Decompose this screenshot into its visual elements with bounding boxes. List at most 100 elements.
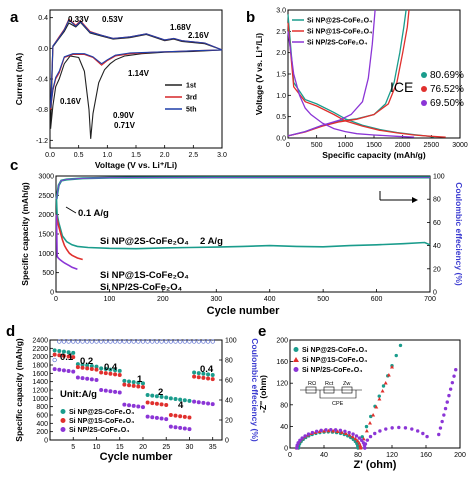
panel-d-ce-point	[145, 339, 150, 344]
panel-d-point-Si NP@2S-CoFe₂O₄	[206, 372, 211, 377]
panel-e-point-Si NP/2S-CoFe₂O₄	[319, 428, 323, 433]
panel-e-legend-label: Si NP@2S-CoFe₂O₄	[302, 347, 367, 354]
panel-b-ice-dot	[421, 86, 427, 92]
panel-b-ylabel: Voltage (V vs. Li⁺/Li)	[254, 33, 264, 115]
panel-d-ce-point	[159, 339, 164, 344]
panel-d-point-Si NP@1S-CoFe₂O₄	[103, 371, 108, 376]
panel-c-annotation-pointer	[65, 206, 77, 214]
panel-c-yr-tick-label: 60	[433, 220, 441, 227]
panel-a-annotation: 0.33V	[68, 15, 90, 24]
panel-d-point-Si NP@2S-CoFe₂O₄	[154, 394, 159, 399]
panel-e-point-Si NP@1S-CoFe₂O₄	[380, 388, 385, 393]
panel-e-x-tick-label: 0	[288, 452, 292, 459]
panel-c-yr-tick-label: 20	[433, 266, 441, 273]
panel-e-point-Si NP/2S-CoFe₂O₄	[296, 441, 300, 445]
panel-c-chart: 0 100 200 300 400 500 600 700050010001500200025…	[20, 174, 464, 318]
panel-b-ice-value: 76.52%	[430, 84, 464, 95]
panel-e-point-Si NP/2S-CoFe₂O₄	[333, 428, 338, 432]
panel-c-y-tick-label: 1000	[38, 251, 54, 258]
panel-a-x-tick-label: 0.0	[45, 152, 55, 159]
panel-d-point-Si NP/2S-CoFe₂O₄	[80, 376, 85, 381]
panel-d-point-Si NP/2S-CoFe₂O₄	[154, 415, 159, 420]
panel-d-ce-point	[75, 339, 81, 344]
panel-d-point-Si NP@2S-CoFe₂O₄	[173, 396, 178, 401]
panel-c-x-tick-label: 400	[264, 296, 276, 303]
panel-d-point-Si NP/2S-CoFe₂O₄	[201, 400, 206, 405]
panel-d-rate-label: 1	[137, 374, 143, 385]
panel-d-point-Si NP@1S-CoFe₂O₄	[108, 371, 113, 376]
panel-c-annotation: Si NP/2S-CoFe₂O₄	[100, 282, 183, 293]
panel-e-point-Si NP/2S-CoFe₂O₄	[440, 419, 444, 424]
panel-d-point-Si NP/2S-CoFe₂O₄	[122, 402, 127, 407]
panel-d-point-Si NP@1S-CoFe₂O₄	[196, 375, 201, 380]
panel-e-point-Si NP@1S-CoFe₂O₄	[371, 412, 376, 417]
panel-d-point-Si NP@2S-CoFe₂O₄	[71, 350, 76, 355]
panel-d-point-Si NP@2S-CoFe₂O₄	[192, 370, 197, 375]
panel-d-xlabel: Cycle number	[100, 451, 173, 463]
panel-d-point-Si NP/2S-CoFe₂O₄	[127, 403, 132, 408]
panel-d-ce-point	[94, 339, 99, 344]
panel-e-point-Si NP/2S-CoFe₂O₄	[347, 430, 351, 435]
panel-d-point-Si NP@1S-CoFe₂O₄	[182, 414, 187, 419]
panel-a-legend-label: 3rd	[186, 95, 197, 102]
panel-e-point-Si NP/2S-CoFe₂O₄	[373, 431, 377, 436]
panel-b-ice-dot	[421, 100, 427, 106]
panel-a-annotation: 1.14V	[128, 69, 150, 78]
panel-e-point-Si NP@2S-CoFe₂O₄	[349, 435, 353, 440]
panel-e-circuit-label: CPE	[332, 401, 344, 407]
panel-d-legend-label: Si NP/2S-CoFe₂O₄	[69, 427, 130, 434]
panel-e-point-Si NP/2S-CoFe₂O₄	[410, 427, 414, 431]
panel-e-point-Si NP@1S-CoFe₂O₄	[347, 432, 352, 437]
panel-c-x-tick-label: 200	[157, 296, 169, 303]
panel-d-rate-label: 4	[178, 400, 184, 411]
panel-c-yr-tick-label: 100	[433, 174, 445, 181]
panel-d-point-Si NP@2S-CoFe₂O₄	[80, 362, 85, 367]
panel-e-legend-label: Si NP@1S-CoFe₂O₄	[302, 357, 367, 364]
panel-a-x-tick-label: 1.0	[102, 152, 112, 159]
panel-d-point-Si NP@1S-CoFe₂O₄	[89, 366, 94, 371]
panel-e-xlabel: Z' (ohm)	[354, 459, 397, 471]
panel-d-y-tick-label: 2400	[32, 338, 48, 345]
panel-e-circuit-label: Rct	[325, 381, 334, 387]
panel-d-yr-tick-label: 40	[225, 398, 233, 405]
panel-b-legend-label: Si NP@2S-CoFe₂O₄	[307, 18, 372, 25]
panel-d-point-Si NP/2S-CoFe₂O₄	[140, 405, 145, 410]
panel-d-rate-label: 0.4	[104, 362, 118, 373]
panel-d-point-Si NP/2S-CoFe₂O₄	[131, 403, 136, 408]
panel-b-xlabel: Specific capacity (mAh/g)	[322, 150, 426, 160]
panel-d-point-Si NP@2S-CoFe₂O₄	[127, 379, 132, 384]
panel-e-point-Si NP@1S-CoFe₂O₄	[367, 420, 372, 425]
panel-e-point-Si NP@1S-CoFe₂O₄	[377, 396, 382, 401]
panel-d-point-Si NP@2S-CoFe₂O₄	[164, 395, 169, 400]
panel-e-point-Si NP@2S-CoFe₂O₄	[360, 435, 364, 439]
panel-a-y-tick-label: -1.2	[36, 138, 48, 145]
panel-a-y-tick-label: 0.0	[38, 46, 48, 53]
panel-c-y-tick-label: 2500	[38, 193, 54, 200]
panel-d-point-Si NP/2S-CoFe₂O₄	[164, 417, 169, 422]
panel-d-yr-tick-label: 80	[225, 358, 233, 365]
panel-d-point-Si NP@2S-CoFe₂O₄	[178, 397, 183, 402]
panel-d-point-Si NP@1S-CoFe₂O₄	[131, 383, 136, 388]
panel-b-x-tick-label: 3000	[452, 142, 468, 149]
panel-a-legend-label: 1st	[186, 83, 197, 90]
panel-b-x-tick-label: 2500	[424, 142, 440, 149]
panel-d-point-Si NP/2S-CoFe₂O₄	[89, 377, 94, 382]
panel-b-charge-Si NP@1S-CoFe₂O₄	[287, 9, 410, 137]
panel-d-ce-point	[57, 339, 62, 344]
panel-d-point-Si NP@1S-CoFe₂O₄	[113, 372, 118, 377]
panel-d-ce-point	[136, 339, 141, 344]
panel-d-y-tick-label: 1400	[32, 379, 48, 386]
panel-e-point-Si NP@2S-CoFe₂O₄	[377, 394, 381, 398]
panel-d-point-Si NP@1S-CoFe₂O₄	[168, 413, 173, 417]
panel-c-y-tick-label: 500	[42, 270, 54, 277]
panel-e-point-Si NP/2S-CoFe₂O₄	[295, 446, 299, 450]
panel-a-x-tick-label: 0.5	[74, 152, 84, 159]
panel-d-y-tick-label: 2000	[32, 354, 48, 361]
panel-a-chart: 0.0 0.5 1.0 1.5 2.0 2.5 3.0 0.4 0.0 -0.4 -0.8 -1.2 V…	[14, 9, 227, 170]
panel-d-ce-point	[168, 339, 174, 344]
panel-e-point-Si NP/2S-CoFe₂O₄	[378, 429, 382, 433]
panel-d-y-tick-label: 2200	[32, 346, 48, 353]
panel-e-point-Si NP/2S-CoFe₂O₄	[365, 438, 370, 442]
panel-d-point-Si NP@2S-CoFe₂O₄	[66, 350, 71, 355]
panel-d-legend-swatch	[60, 427, 66, 432]
